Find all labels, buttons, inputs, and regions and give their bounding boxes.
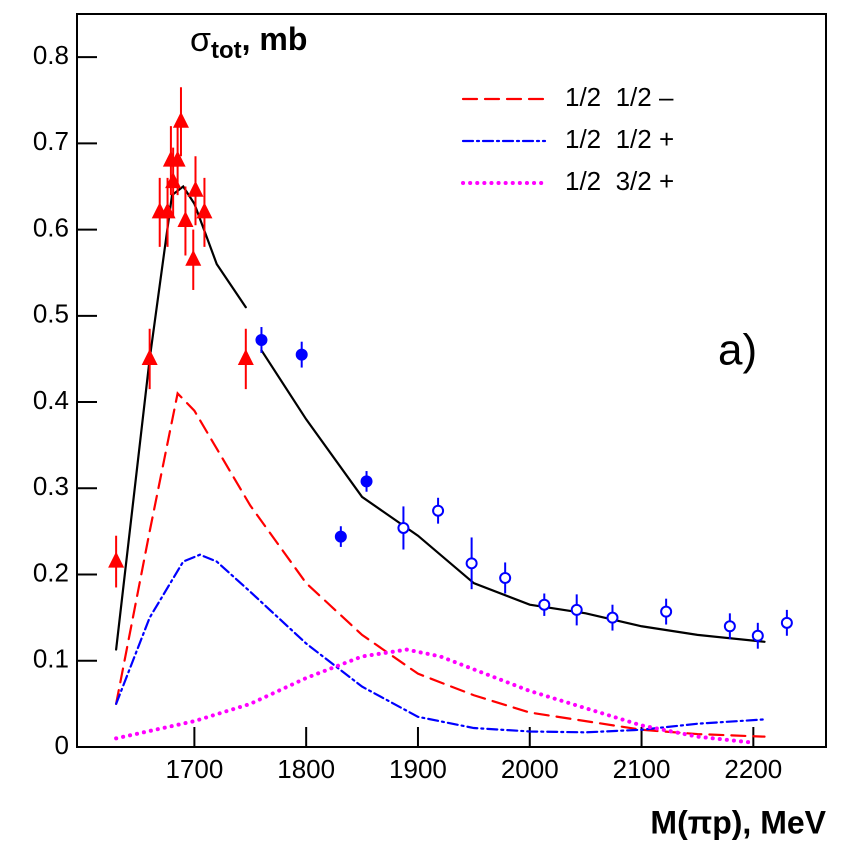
x-tick-label: 1800 — [277, 754, 335, 784]
annotation: a) — [718, 326, 757, 375]
y-tick-label: 0.2 — [33, 557, 69, 587]
x-tick-label: 2100 — [613, 754, 671, 784]
y-tick-label: 0.1 — [33, 644, 69, 674]
data-point — [237, 348, 254, 365]
data-point — [570, 603, 583, 616]
legend-label: 1/2 3/2 + — [565, 166, 674, 196]
y-tick-label: 0.3 — [33, 471, 69, 501]
total-curve — [115, 184, 766, 651]
data-point — [196, 202, 213, 219]
data-point — [432, 504, 445, 517]
data-point — [397, 521, 410, 534]
data-point — [255, 333, 268, 346]
data-point — [177, 210, 194, 227]
y-tick-label: 0 — [55, 730, 69, 760]
x-tick-label: 1900 — [389, 754, 447, 784]
data-point — [538, 598, 551, 611]
data-point — [465, 557, 478, 570]
data-point — [334, 530, 347, 543]
data-point — [159, 202, 176, 219]
title-unit: , mb — [242, 21, 308, 57]
data-point — [606, 611, 619, 624]
data-point — [751, 629, 764, 642]
data-point — [723, 620, 736, 633]
data-point — [141, 348, 158, 365]
data-point — [660, 605, 673, 618]
model-curve — [115, 391, 766, 738]
model-curve — [114, 647, 756, 745]
data-point — [187, 180, 204, 197]
data-point — [169, 150, 186, 167]
x-tick-label: 2200 — [724, 754, 782, 784]
y-tick-label: 0.7 — [33, 126, 69, 156]
data-point — [295, 348, 308, 361]
y-tick-label: 0.6 — [33, 212, 69, 242]
legend-label: 1/2 1/2 + — [565, 124, 674, 154]
legend-label: 1/2 1/2 – — [565, 82, 674, 112]
y-tick-label: 0.5 — [33, 299, 69, 329]
title-subscript: tot — [211, 37, 242, 64]
x-tick-label: 1700 — [165, 754, 223, 784]
data-point — [360, 475, 373, 488]
model-curve — [115, 553, 766, 734]
chart-title: σtot, mb — [190, 21, 307, 64]
data-point — [499, 571, 512, 584]
x-tick-label: 2000 — [501, 754, 559, 784]
data-point — [185, 249, 202, 266]
y-tick-label: 0.8 — [33, 40, 69, 70]
plot-frame — [76, 13, 827, 748]
y-tick-label: 0.4 — [33, 385, 69, 415]
data-point — [780, 616, 793, 629]
title-symbol: σ — [190, 21, 211, 59]
x-axis-title: M(πp), MeV — [650, 804, 826, 840]
data-point — [108, 551, 125, 568]
data-point — [172, 111, 189, 128]
